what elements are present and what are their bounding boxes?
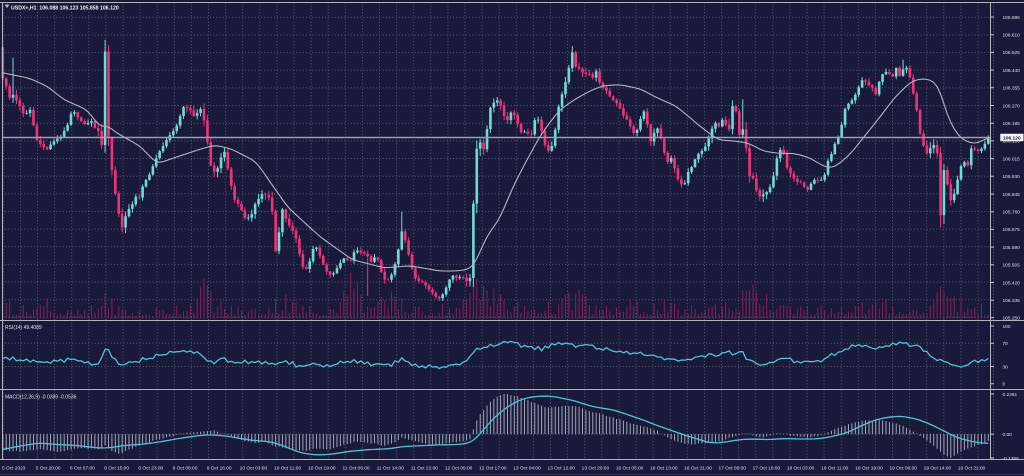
svg-text:70: 70: [1003, 341, 1009, 347]
svg-text:105.590: 105.590: [1003, 245, 1021, 251]
svg-text:6 Oct 23:00: 6 Oct 23:00: [138, 466, 163, 472]
svg-text:105.760: 105.760: [1003, 210, 1021, 216]
svg-text:9 Oct 08:00: 9 Oct 08:00: [173, 466, 198, 472]
svg-text:100: 100: [1003, 324, 1011, 330]
svg-text:105.250: 105.250: [1003, 316, 1021, 322]
svg-text:USDX+,H1 106.088 106.123 105.: USDX+,H1 106.088 106.123 105.858 106.120: [11, 5, 119, 11]
svg-text:12 Oct 09:00: 12 Oct 09:00: [445, 466, 473, 472]
svg-text:-0.1395: -0.1395: [1003, 456, 1020, 462]
svg-text:105.845: 105.845: [1003, 192, 1021, 198]
svg-text:106.100: 106.100: [1003, 139, 1021, 145]
svg-text:13 Oct 12:00: 13 Oct 12:00: [547, 466, 575, 472]
svg-text:106.355: 106.355: [1003, 86, 1021, 92]
svg-text:0.00: 0.00: [1003, 432, 1013, 438]
svg-text:MACD(12,26,9) -0.0389 -0.0536: MACD(12,26,9) -0.0389 -0.0536: [5, 395, 77, 401]
svg-text:16 Oct 13:00: 16 Oct 13:00: [650, 466, 678, 472]
svg-text:13 Oct 20:00: 13 Oct 20:00: [582, 466, 610, 472]
svg-text:18 Oct 11:00: 18 Oct 11:00: [821, 466, 848, 472]
svg-text:RSI(14) 49.4089: RSI(14) 49.4089: [5, 325, 42, 331]
svg-text:106.015: 106.015: [1003, 156, 1021, 162]
svg-text:12 Oct 17:00: 12 Oct 17:00: [479, 466, 507, 472]
svg-text:16 Oct 21:00: 16 Oct 21:00: [684, 466, 712, 472]
svg-text:19 Oct 06:00: 19 Oct 06:00: [889, 466, 917, 472]
svg-text:105.675: 105.675: [1003, 227, 1021, 233]
svg-text:105.335: 105.335: [1003, 298, 1021, 304]
svg-text:11 Oct 06:00: 11 Oct 06:00: [342, 466, 369, 472]
svg-text:0.2361: 0.2361: [1003, 392, 1018, 398]
svg-text:17 Oct 16:00: 17 Oct 16:00: [753, 466, 781, 472]
svg-text:106.525: 106.525: [1003, 50, 1021, 56]
svg-text:5 Oct 20:00: 5 Oct 20:00: [36, 466, 61, 472]
svg-text:105.505: 105.505: [1003, 263, 1021, 269]
svg-text:106.120: 106.120: [1003, 135, 1021, 141]
svg-text:18 Oct 03:00: 18 Oct 03:00: [787, 466, 815, 472]
svg-text:0: 0: [1003, 382, 1006, 388]
svg-text:19 Oct 14:00: 19 Oct 14:00: [924, 466, 952, 472]
svg-text:18 Oct 19:00: 18 Oct 19:00: [855, 466, 883, 472]
svg-text:9 Oct 16:00: 9 Oct 16:00: [207, 466, 232, 472]
svg-text:11 Oct 22:00: 11 Oct 22:00: [411, 466, 438, 472]
svg-text:106.185: 106.185: [1003, 121, 1021, 127]
svg-text:19 Oct 22:00: 19 Oct 22:00: [958, 466, 986, 472]
svg-text:6 Oct 15:00: 6 Oct 15:00: [104, 466, 129, 472]
svg-text:106.440: 106.440: [1003, 68, 1021, 74]
svg-text:106.695: 106.695: [1003, 15, 1021, 21]
svg-text:106.610: 106.610: [1003, 33, 1021, 39]
svg-text:10 Oct 11:00: 10 Oct 11:00: [274, 466, 301, 472]
svg-text:6 Oct 07:00: 6 Oct 07:00: [70, 466, 95, 472]
svg-text:11 Oct 14:00: 11 Oct 14:00: [377, 466, 404, 472]
svg-text:5 Oct 2023: 5 Oct 2023: [2, 466, 26, 472]
svg-text:17 Oct 08:00: 17 Oct 08:00: [718, 466, 746, 472]
svg-text:105.930: 105.930: [1003, 174, 1021, 180]
svg-text:105.420: 105.420: [1003, 280, 1021, 286]
svg-text:10 Oct 03:00: 10 Oct 03:00: [240, 466, 268, 472]
svg-text:13 Oct 04:00: 13 Oct 04:00: [513, 466, 541, 472]
svg-text:106.270: 106.270: [1003, 103, 1021, 109]
svg-text:30: 30: [1003, 364, 1009, 370]
svg-text:16 Oct 05:00: 16 Oct 05:00: [616, 466, 644, 472]
svg-text:10 Oct 19:00: 10 Oct 19:00: [308, 466, 336, 472]
